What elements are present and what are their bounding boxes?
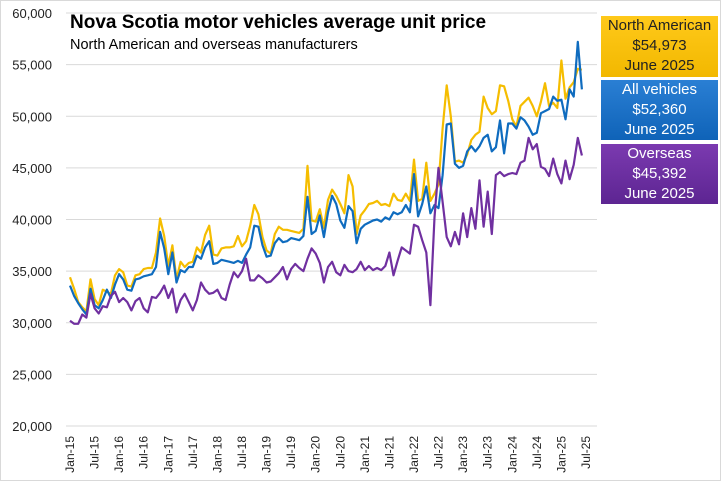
series-line-all-vehicles (68, 40, 583, 316)
x-tick-label: Jan-20 (309, 436, 323, 473)
callout-date: June 2025 (624, 57, 695, 74)
x-tick-label: Jan-17 (161, 436, 175, 473)
x-tick-label: Jul-23 (481, 436, 495, 469)
callout-date: June 2025 (624, 185, 695, 202)
callout-label: Overseas (627, 145, 692, 162)
x-tick-label: Jan-16 (112, 436, 126, 473)
y-tick-label: 30,000 (12, 316, 52, 331)
y-tick-label: 45,000 (12, 161, 52, 176)
x-tick-label: Jul-21 (382, 436, 396, 469)
x-tick-label: Jul-19 (284, 436, 298, 469)
callout-label: North American (607, 17, 712, 34)
y-tick-label: 35,000 (12, 264, 52, 279)
x-tick-label: Jan-19 (260, 436, 274, 473)
callout-overseas: Overseas $45,392 June 2025 (601, 144, 718, 204)
y-tick-label: 60,000 (12, 6, 52, 21)
x-tick-label: Jul-18 (235, 436, 249, 469)
x-tick-label: Jul-16 (137, 436, 151, 469)
x-tick-label: Jan-25 (554, 436, 568, 473)
x-tick-label: Jul-24 (530, 436, 544, 469)
x-tick-label: Jul-15 (88, 436, 102, 469)
callout-value: $45,392 (632, 165, 687, 182)
x-tick-label: Jul-20 (333, 436, 347, 469)
x-tick-label: Jul-22 (432, 436, 446, 469)
x-tick-label: Jul-17 (186, 436, 200, 469)
y-tick-label: 50,000 (12, 109, 52, 124)
x-tick-label: Jan-23 (456, 436, 470, 473)
chart-subtitle: North American and overseas manufacturer… (70, 37, 358, 53)
y-tick-label: 55,000 (12, 58, 52, 73)
x-tick-label: Jan-21 (358, 436, 372, 473)
callout-value: $54,973 (632, 37, 687, 54)
series-line-north-american (68, 59, 583, 313)
y-tick-label: 25,000 (12, 367, 52, 382)
x-tick-label: Jan-18 (210, 436, 224, 473)
x-tick-label: Jan-24 (505, 436, 519, 473)
chart-title: Nova Scotia motor vehicles average unit … (70, 12, 487, 33)
callout-label: All vehicles (621, 81, 698, 98)
y-tick-label: 40,000 (12, 213, 52, 228)
callout-north-american: North American $54,973 June 2025 (601, 16, 718, 77)
callout-value: $52,360 (632, 101, 687, 118)
callout-all-vehicles: All vehicles $52,360 June 2025 (601, 80, 718, 140)
callout-date: June 2025 (624, 121, 695, 138)
x-tick-label: Jul-25 (579, 436, 593, 469)
x-tick-label: Jan-15 (63, 436, 77, 473)
series-line-overseas (69, 136, 583, 325)
y-tick-label: 20,000 (12, 419, 52, 434)
x-tick-label: Jan-22 (407, 436, 421, 473)
